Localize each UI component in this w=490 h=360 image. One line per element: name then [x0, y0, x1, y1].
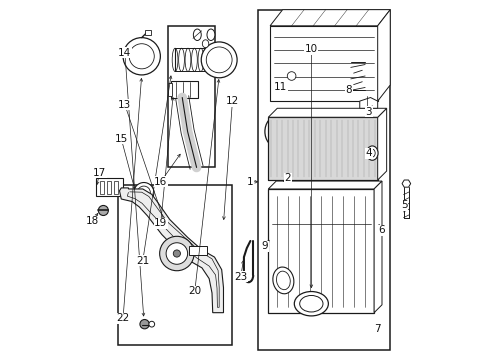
- Ellipse shape: [202, 40, 209, 48]
- Text: 4: 4: [366, 148, 372, 158]
- Circle shape: [149, 321, 155, 327]
- Ellipse shape: [211, 48, 217, 72]
- Text: 18: 18: [86, 216, 99, 226]
- Bar: [146, 31, 151, 35]
- Ellipse shape: [207, 29, 215, 41]
- Text: 15: 15: [115, 134, 128, 144]
- Text: 6: 6: [378, 225, 385, 235]
- Circle shape: [140, 319, 149, 329]
- Text: 3: 3: [366, 107, 372, 117]
- Circle shape: [134, 183, 154, 203]
- Circle shape: [166, 243, 188, 264]
- Polygon shape: [269, 181, 382, 189]
- Ellipse shape: [367, 146, 378, 160]
- Ellipse shape: [273, 267, 294, 294]
- Ellipse shape: [194, 29, 201, 41]
- Ellipse shape: [294, 292, 328, 316]
- Ellipse shape: [204, 48, 210, 72]
- Ellipse shape: [198, 48, 204, 72]
- Bar: [269, 117, 378, 180]
- Circle shape: [98, 206, 108, 216]
- Polygon shape: [360, 98, 378, 108]
- Text: 9: 9: [261, 241, 268, 251]
- Polygon shape: [269, 108, 387, 117]
- Polygon shape: [270, 10, 390, 26]
- Bar: [258, 10, 390, 350]
- Text: 10: 10: [305, 44, 318, 54]
- Ellipse shape: [179, 48, 184, 72]
- Text: 1: 1: [247, 177, 254, 187]
- Bar: [168, 26, 215, 167]
- Circle shape: [173, 250, 180, 257]
- Polygon shape: [378, 10, 390, 101]
- Bar: [270, 26, 378, 101]
- Ellipse shape: [265, 116, 288, 147]
- Text: 16: 16: [154, 177, 168, 187]
- Circle shape: [123, 38, 160, 75]
- Circle shape: [201, 42, 237, 78]
- Bar: [114, 181, 119, 194]
- Bar: [107, 181, 111, 194]
- Polygon shape: [402, 180, 411, 187]
- Text: 21: 21: [136, 256, 149, 266]
- Text: 12: 12: [226, 96, 239, 106]
- Polygon shape: [374, 181, 382, 313]
- Text: 8: 8: [345, 85, 352, 95]
- Circle shape: [160, 236, 194, 271]
- Bar: [190, 246, 207, 255]
- Text: 19: 19: [154, 218, 168, 228]
- Ellipse shape: [192, 48, 197, 72]
- Bar: [269, 189, 374, 313]
- Bar: [100, 181, 104, 194]
- Text: 23: 23: [234, 272, 247, 282]
- Ellipse shape: [185, 48, 191, 72]
- Text: 22: 22: [117, 313, 130, 323]
- Text: 11: 11: [274, 82, 288, 92]
- Bar: [96, 178, 123, 196]
- Text: 13: 13: [118, 100, 131, 110]
- Bar: [118, 185, 232, 345]
- Text: 5: 5: [401, 200, 408, 210]
- Text: 2: 2: [285, 173, 292, 183]
- Bar: [168, 83, 172, 96]
- Text: 14: 14: [118, 48, 131, 58]
- Bar: [172, 81, 198, 98]
- Circle shape: [287, 72, 296, 80]
- Ellipse shape: [172, 48, 178, 72]
- Polygon shape: [378, 108, 387, 180]
- Text: 20: 20: [188, 286, 201, 296]
- Text: 7: 7: [374, 324, 381, 334]
- Polygon shape: [120, 188, 223, 313]
- Bar: [269, 117, 378, 180]
- Text: 17: 17: [93, 168, 106, 178]
